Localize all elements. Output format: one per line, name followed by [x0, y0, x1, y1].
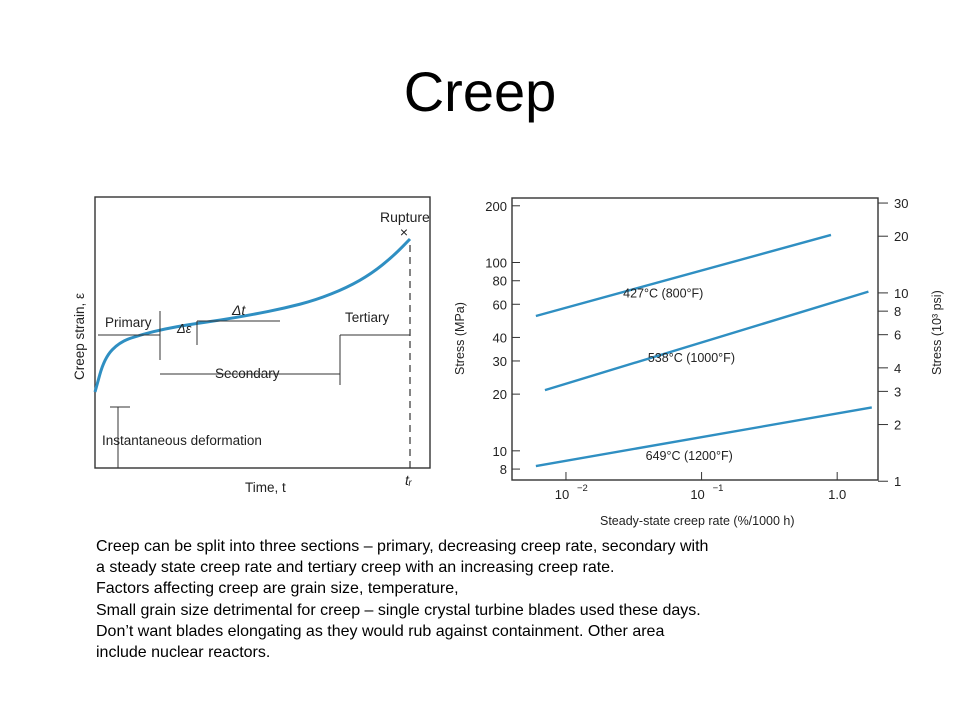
series-label: 427°C (800°F) [623, 286, 703, 300]
plot-frame [511, 197, 879, 481]
y-tick-label: 20 [493, 387, 507, 402]
series-line [535, 233, 832, 318]
y-right-tick-label: 2 [894, 418, 901, 433]
y-tick-label: 8 [500, 462, 507, 477]
body-line: include nuclear reactors. [96, 644, 271, 662]
y-right-tick-label: 3 [894, 384, 901, 399]
y-right-tick-label: 8 [894, 304, 901, 319]
x-tick-label: 1.0 [828, 487, 846, 502]
rupture-marker: × [400, 224, 408, 240]
y-tick-label: 10 [493, 444, 507, 459]
body-line: Creep can be split into three sections –… [96, 538, 709, 555]
y-tick-label: 40 [493, 330, 507, 345]
y-right-tick-label: 20 [894, 229, 908, 244]
y-tick-label: 100 [485, 255, 507, 270]
body-line: Don’t want blades elongating as they wou… [96, 622, 665, 640]
primary-label: Primary [105, 315, 152, 330]
x-axis-label: Time, t [245, 480, 286, 495]
stress-creep-rate-figure: 200 100 80 60 40 30 20 10 8 30 20 10 8 6 4 3 2 1 10 −2 10 −1 1… [453, 185, 945, 530]
y-axis-label: Creep strain, ε [72, 293, 87, 380]
x-tick-label: 10 [690, 487, 704, 502]
body-line: Small grain size detrimental for creep –… [96, 601, 701, 619]
x-tick-label: tᵣ [405, 472, 413, 488]
y-tick-label: 80 [493, 274, 507, 289]
plot-frame [94, 196, 431, 469]
series-label: 538°C (1000°F) [648, 351, 735, 365]
series-line [535, 406, 873, 468]
y-right-tick-label: 4 [894, 361, 901, 376]
body-line: a steady state creep rate and tertiary c… [96, 559, 615, 577]
y-right-tick-label: 1 [894, 474, 901, 489]
y-right-tick-label: 6 [894, 328, 901, 343]
series-label: 649°C (1200°F) [646, 449, 733, 463]
y-tick-label: 200 [485, 199, 507, 214]
slide-title: Creep [403, 60, 557, 123]
y-tick-label: 30 [493, 354, 507, 369]
stress-creep-rate-chart: 200 100 80 60 40 30 20 10 8 30 20 10 8 6 4 3 2 1 10 −2 10 −1 1… [453, 196, 944, 528]
secondary-label: Secondary [215, 366, 280, 381]
x-tick-exponent: −2 [577, 483, 588, 494]
y-right-tick-label: 10 [894, 286, 908, 301]
y-axis-label: Stress (MPa) [455, 302, 467, 375]
series-line [544, 290, 869, 392]
y-right-axis-label: Stress (10³ psi) [930, 290, 944, 375]
instantaneous-label: Instantaneous deformation [102, 433, 262, 448]
body-text: Creep can be split into three sections –… [96, 536, 856, 663]
y-tick-label: 60 [493, 297, 507, 312]
body-line: Factors affecting creep are grain size, … [96, 580, 459, 598]
y-right-tick-label: 30 [894, 196, 908, 211]
x-axis-label: Steady-state creep rate (%/1000 h) [600, 514, 795, 528]
creep-curve-figure: × Rupture Primary Secondary Tertiary Δt Δε Inst… [60, 185, 460, 505]
creep-curve-chart: ×Rupture Primary Secondary Tertiary Δt Δε Inst… [72, 196, 431, 495]
delta-t-label: Δt [231, 302, 246, 318]
delta-eps-label: Δε [176, 321, 192, 336]
x-tick-exponent: −1 [713, 483, 724, 494]
tertiary-label: Tertiary [345, 310, 390, 325]
creep-curve-line [93, 237, 412, 393]
x-tick-label: 10 [555, 487, 569, 502]
rupture-label: Rupture [380, 209, 430, 225]
